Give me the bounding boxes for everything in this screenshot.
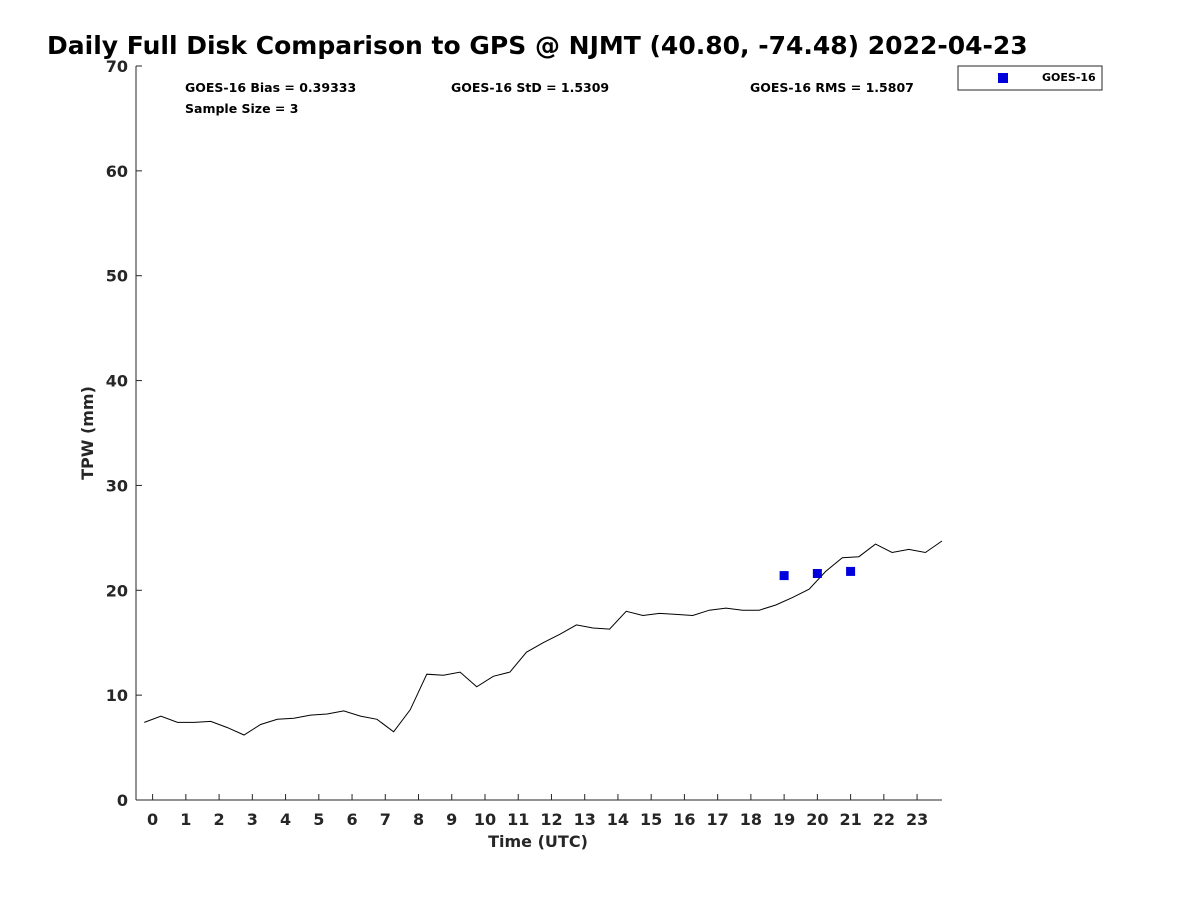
- stat-rms: GOES-16 RMS = 1.5807: [750, 80, 914, 95]
- chart-title: Daily Full Disk Comparison to GPS @ NJMT…: [47, 31, 1028, 60]
- y-axis-ticks: 0 10 20 30 40 50 60 70: [106, 57, 142, 810]
- x-tick-label: 1: [180, 810, 191, 829]
- x-tick-label: 21: [839, 810, 861, 829]
- goes16-point: [812, 569, 822, 579]
- y-tick-label: 60: [106, 162, 128, 181]
- x-tick-label: 23: [906, 810, 928, 829]
- x-tick-label: 15: [640, 810, 662, 829]
- legend-label-goes16: GOES-16: [1042, 71, 1096, 84]
- x-tick-label: 2: [214, 810, 225, 829]
- y-axis-label: TPW (mm): [78, 386, 97, 480]
- goes16-point: [846, 566, 856, 576]
- x-tick-label: 4: [280, 810, 291, 829]
- x-tick-label: 0: [147, 810, 158, 829]
- series-layer: [144, 540, 943, 736]
- y-tick-label: 10: [106, 686, 128, 705]
- y-tick-label: 20: [106, 581, 128, 600]
- legend: GOES-16: [957, 65, 1103, 91]
- x-tick-label: 11: [507, 810, 529, 829]
- x-tick-label: 8: [413, 810, 424, 829]
- x-tick-label: 19: [773, 810, 795, 829]
- x-tick-label: 18: [740, 810, 762, 829]
- x-tick-label: 12: [540, 810, 562, 829]
- y-tick-label: 30: [106, 476, 128, 495]
- x-tick-label: 10: [474, 810, 496, 829]
- x-tick-label: 7: [380, 810, 391, 829]
- legend-box: [957, 65, 1103, 91]
- x-tick-label: 20: [806, 810, 828, 829]
- x-tick-label: 16: [673, 810, 695, 829]
- stat-sample-size: Sample Size = 3: [185, 101, 298, 116]
- x-tick-label: 13: [574, 810, 596, 829]
- legend-marker-goes16: [998, 73, 1008, 83]
- x-tick-label: 5: [313, 810, 324, 829]
- x-axis-label: Time (UTC): [488, 832, 588, 851]
- goes16-point: [779, 571, 789, 581]
- x-axis-ticks: 0 1 2 3 4 5 6 7 8 9 10 11 12 13 14 15 16 17 18 19 20 21 22 23: [147, 794, 928, 829]
- x-tick-label: 3: [247, 810, 258, 829]
- stat-std: GOES-16 StD = 1.5309: [451, 80, 609, 95]
- gps-tpw-line: [144, 540, 943, 736]
- y-tick-label: 70: [106, 57, 128, 76]
- x-tick-label: 14: [607, 810, 629, 829]
- y-tick-label: 50: [106, 267, 128, 286]
- x-tick-label: 22: [873, 810, 895, 829]
- x-tick-label: 6: [346, 810, 357, 829]
- y-tick-label: 40: [106, 372, 128, 391]
- stat-bias: GOES-16 Bias = 0.39333: [185, 80, 356, 95]
- x-tick-label: 9: [446, 810, 457, 829]
- x-tick-label: 17: [707, 810, 729, 829]
- y-tick-label: 0: [117, 791, 128, 810]
